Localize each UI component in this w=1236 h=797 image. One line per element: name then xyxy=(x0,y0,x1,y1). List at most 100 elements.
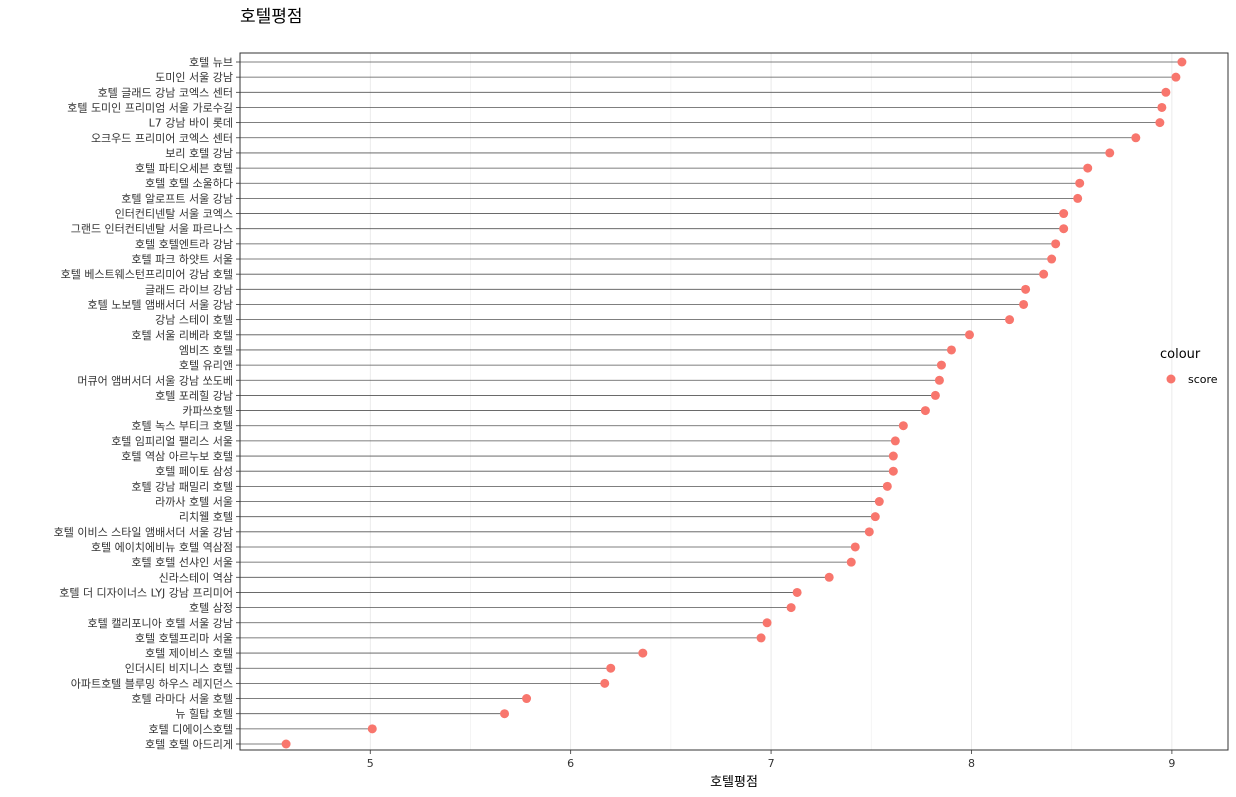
point-20 xyxy=(936,360,946,370)
point-13 xyxy=(1047,254,1057,264)
point-38 xyxy=(756,633,766,643)
point-35 xyxy=(792,587,802,597)
y-tick-label-27: 호텔 페이토 삼성 xyxy=(155,465,233,478)
grid-lines xyxy=(369,53,1173,750)
point-41 xyxy=(600,678,610,688)
y-tick-label-34: 신라스테이 역삼 xyxy=(159,571,233,584)
y-tick-label-45: 호텔 호텔 아드리게 xyxy=(145,738,233,751)
lollipop-stems xyxy=(240,61,1182,745)
point-22 xyxy=(930,390,940,400)
y-tick-label-37: 호텔 캘리포니아 호텔 서울 강남 xyxy=(87,617,233,630)
y-tick-label-7: 호텔 파티오세븐 호텔 xyxy=(135,162,233,175)
y-tick-label-38: 호텔 호텔프리마 서울 xyxy=(135,632,233,645)
point-17 xyxy=(1005,315,1015,325)
y-tick-label-2: 호텔 글래드 강남 코엑스 센터 xyxy=(98,86,233,99)
point-4 xyxy=(1155,118,1165,128)
y-tick-label-19: 엠비즈 호텔 xyxy=(179,344,233,357)
y-tick-label-18: 호텔 서울 리베라 호텔 xyxy=(131,329,233,342)
point-25 xyxy=(890,436,900,446)
y-tick-label-32: 호텔 에이치에비뉴 호텔 역삼점 xyxy=(91,541,233,554)
point-34 xyxy=(824,572,834,582)
y-tick-label-42: 호텔 라마다 서울 호텔 xyxy=(131,693,233,706)
point-18 xyxy=(964,330,974,340)
y-tick-label-25: 호텔 임피리얼 팰리스 서울 xyxy=(111,434,233,448)
point-6 xyxy=(1105,148,1115,158)
y-tick-label-4: L7 강남 바이 롯데 xyxy=(149,117,233,130)
y-tick-label-12: 호텔 호텔엔트라 강남 xyxy=(135,238,233,251)
x-tick-label-2: 7 xyxy=(768,757,775,770)
legend-label-score: score xyxy=(1188,373,1218,386)
y-tick-label-44: 호텔 디에이스호텔 xyxy=(149,723,233,736)
y-tick-label-14: 호텔 베스트웨스턴프리미어 강남 호텔 xyxy=(61,268,233,281)
x-axis-tick-labels: 5 6 7 8 9 xyxy=(367,750,1175,770)
point-30 xyxy=(870,512,880,522)
y-tick-label-0: 호텔 뉴브 xyxy=(189,56,233,69)
y-tick-label-33: 호텔 호텔 선샤인 서울 xyxy=(131,556,233,569)
y-tick-label-10: 인터컨티넨탈 서울 코엑스 xyxy=(115,208,233,221)
y-tick-label-11: 그랜드 인터컨티넨탈 서울 파르나스 xyxy=(71,223,233,236)
y-tick-label-23: 카파쓰호텔 xyxy=(182,405,233,418)
y-tick-label-16: 호텔 노보텔 앰배서더 서울 강남 xyxy=(87,298,233,311)
point-31 xyxy=(864,527,874,537)
point-19 xyxy=(946,345,956,355)
point-26 xyxy=(888,451,898,461)
y-tick-label-28: 호텔 강남 패밀리 호텔 xyxy=(131,480,233,493)
y-tick-label-6: 보리 호텔 강남 xyxy=(165,147,233,160)
point-14 xyxy=(1039,269,1049,279)
point-45 xyxy=(281,739,291,749)
point-9 xyxy=(1073,193,1083,203)
point-40 xyxy=(606,663,616,673)
chart-title: 호텔평점 xyxy=(240,7,303,27)
point-39 xyxy=(638,648,648,658)
point-44 xyxy=(367,724,377,734)
y-tick-label-5: 오크우드 프리미어 코엑스 센터 xyxy=(91,132,233,145)
x-tick-label-1: 6 xyxy=(567,757,574,770)
point-15 xyxy=(1021,284,1031,294)
point-12 xyxy=(1051,239,1061,249)
y-tick-label-36: 호텔 삼정 xyxy=(189,602,233,615)
lollipop-points xyxy=(281,57,1187,749)
y-tick-label-9: 호텔 알로프트 서울 강남 xyxy=(121,191,233,205)
x-tick-label-4: 9 xyxy=(1168,757,1175,770)
y-tick-label-26: 호텔 역삼 아르누보 호텔 xyxy=(121,450,233,463)
point-10 xyxy=(1059,209,1069,219)
y-tick-label-43: 뉴 힐탑 호텔 xyxy=(175,708,233,721)
point-23 xyxy=(920,406,930,416)
y-tick-label-21: 머큐어 앰버서더 서울 강남 쏘도베 xyxy=(77,374,233,387)
point-3 xyxy=(1157,102,1167,112)
y-tick-label-17: 강남 스테이 호텔 xyxy=(155,314,233,327)
point-2 xyxy=(1161,87,1171,97)
point-27 xyxy=(888,466,898,476)
point-36 xyxy=(786,603,796,613)
y-tick-label-24: 호텔 녹스 부티크 호텔 xyxy=(131,420,233,433)
y-tick-label-3: 호텔 도미인 프리미엄 서울 가로수길 xyxy=(67,101,233,114)
point-43 xyxy=(500,709,510,719)
y-tick-label-15: 글래드 라이브 강남 xyxy=(145,283,233,296)
legend-key-score xyxy=(1166,374,1176,384)
y-tick-label-8: 호텔 호텔 소울하다 xyxy=(145,176,233,190)
point-28 xyxy=(882,481,892,491)
point-1 xyxy=(1171,72,1181,82)
point-33 xyxy=(846,557,856,567)
y-tick-label-22: 호텔 포레힐 강남 xyxy=(155,389,233,402)
y-tick-label-13: 호텔 파크 하얏트 서울 xyxy=(131,252,233,266)
point-24 xyxy=(898,421,908,431)
y-tick-label-30: 리치웰 호텔 xyxy=(179,511,233,524)
x-tick-label-3: 8 xyxy=(968,757,975,770)
x-tick-label-0: 5 xyxy=(367,757,374,770)
y-tick-label-1: 도미인 서울 강남 xyxy=(155,71,233,84)
point-21 xyxy=(934,375,944,385)
y-tick-label-20: 호텔 유리앤 xyxy=(179,359,233,372)
y-tick-label-29: 라까사 호텔 서울 xyxy=(155,496,233,509)
legend: colour score xyxy=(1160,347,1218,386)
point-29 xyxy=(874,497,884,507)
point-16 xyxy=(1019,299,1029,309)
point-37 xyxy=(762,618,772,628)
point-8 xyxy=(1075,178,1085,188)
point-32 xyxy=(850,542,860,552)
y-tick-label-41: 아파트호텔 블루밍 하우스 레지던스 xyxy=(71,676,233,690)
point-11 xyxy=(1059,224,1069,234)
y-tick-label-35: 호텔 더 디자이너스 LYJ 강남 프리미어 xyxy=(59,586,233,599)
